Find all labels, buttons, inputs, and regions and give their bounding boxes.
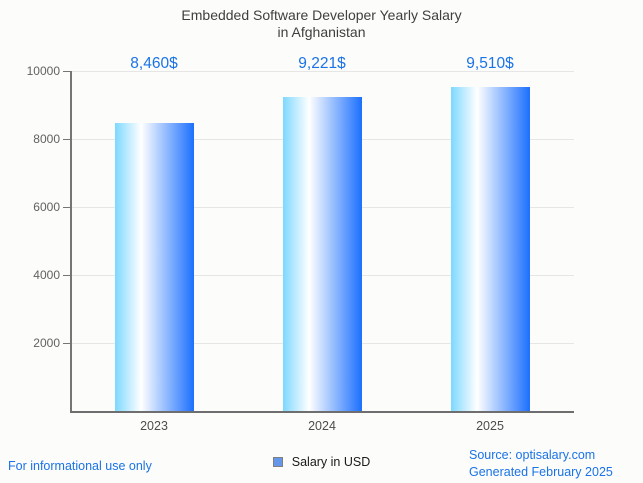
legend-marker-square bbox=[272, 457, 283, 467]
x-tick-label: 2025 bbox=[476, 419, 504, 433]
disclaimer-text: For informational use only bbox=[8, 459, 152, 473]
bar-2023[interactable] bbox=[114, 122, 194, 411]
x-tick-label: 2024 bbox=[308, 419, 336, 433]
source-block: Source: optisalary.com Generated Februar… bbox=[469, 447, 613, 480]
legend-label: Salary in USD bbox=[291, 455, 371, 469]
y-tick-label: 10000 bbox=[26, 63, 60, 78]
bar-value-label: 8,460$ bbox=[130, 55, 178, 72]
y-tick-mark bbox=[63, 342, 70, 344]
y-tick-mark bbox=[63, 274, 70, 276]
y-axis-line bbox=[70, 70, 72, 411]
y-tick-mark bbox=[63, 206, 70, 208]
x-axis-line bbox=[70, 410, 574, 413]
source-link[interactable]: Source: optisalary.com bbox=[469, 448, 596, 462]
bar-2025[interactable] bbox=[450, 87, 530, 411]
chart-title: Embedded Software Developer Yearly Salar… bbox=[0, 7, 643, 41]
y-tick-mark bbox=[63, 70, 70, 72]
y-tick-label: 8000 bbox=[33, 131, 60, 146]
bar-value-label: 9,510$ bbox=[466, 55, 514, 72]
generated-text: Generated February 2025 bbox=[469, 464, 613, 479]
y-tick-label: 2000 bbox=[33, 335, 60, 350]
y-tick-mark bbox=[63, 138, 70, 140]
bar-2024[interactable] bbox=[282, 97, 362, 411]
y-tick-label: 6000 bbox=[33, 199, 60, 214]
chart-title-line1: Embedded Software Developer Yearly Salar… bbox=[181, 7, 462, 23]
chart-title-line2: in Afghanistan bbox=[277, 24, 366, 40]
gridline bbox=[70, 70, 574, 72]
bar-value-label: 9,221$ bbox=[298, 55, 346, 72]
x-tick-label: 2023 bbox=[140, 419, 168, 433]
legend: Salary in USD bbox=[0, 455, 643, 469]
y-tick-label: 4000 bbox=[33, 267, 60, 282]
